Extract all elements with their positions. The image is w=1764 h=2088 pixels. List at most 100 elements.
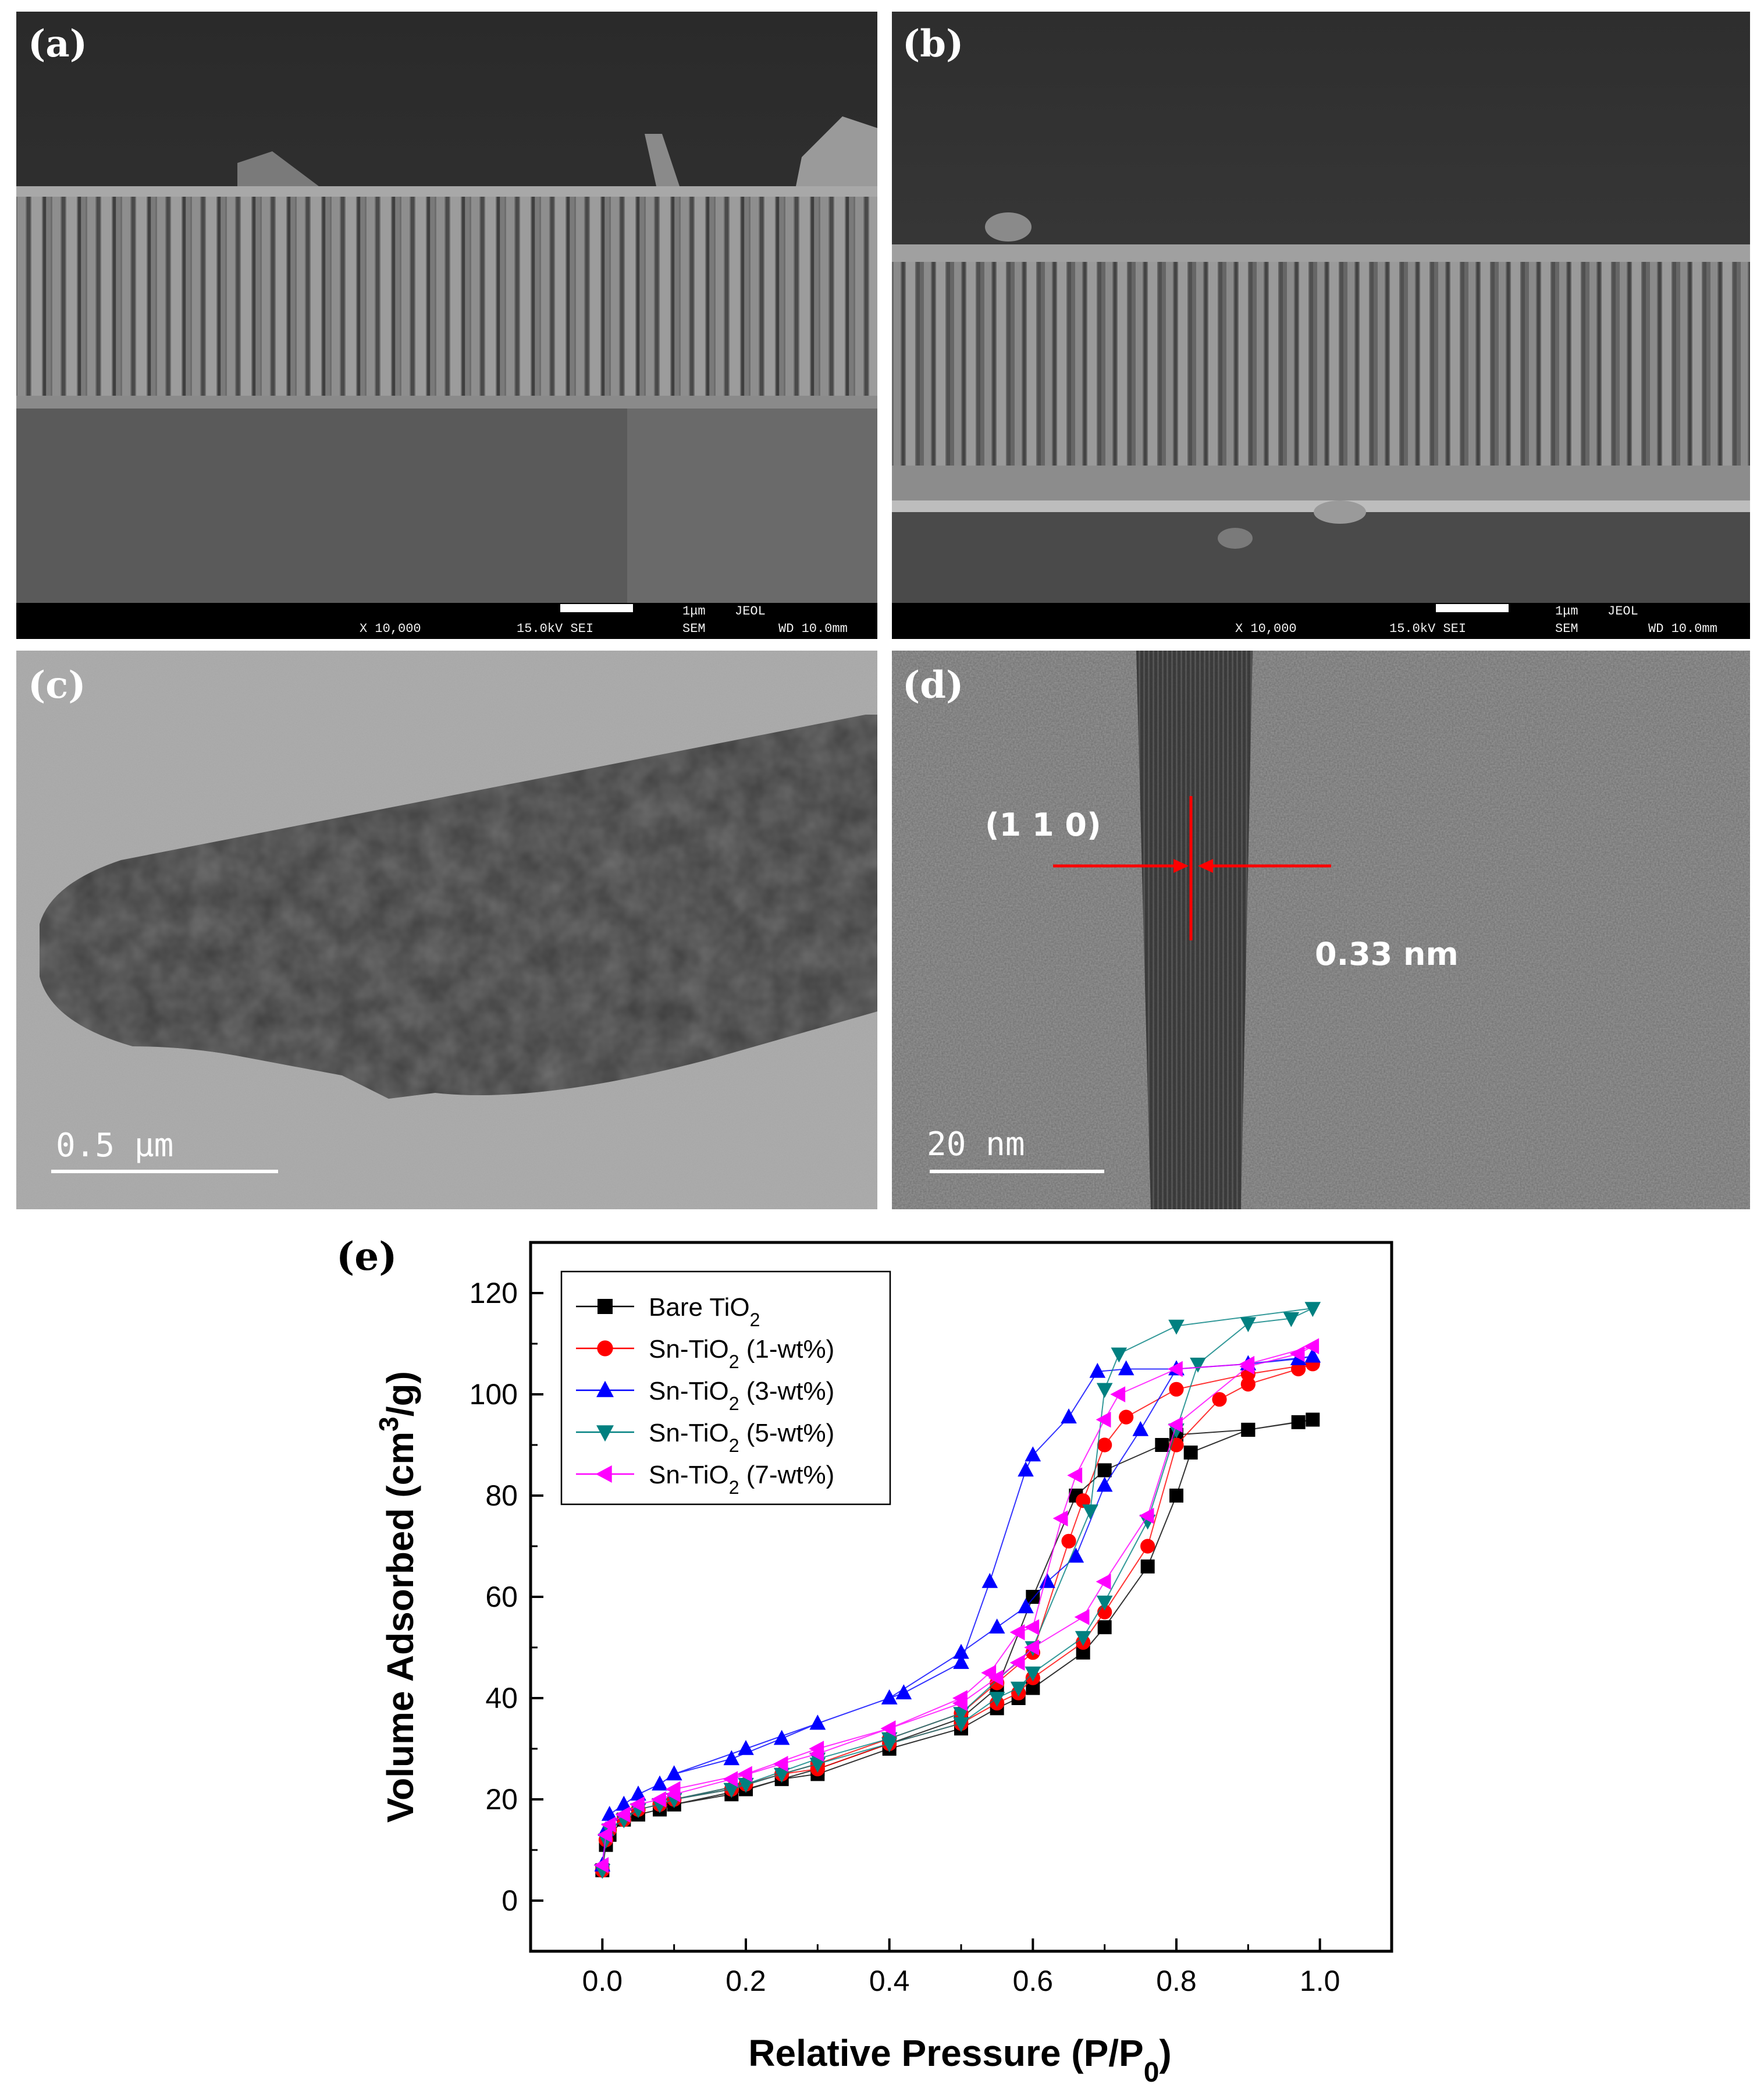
data-point-2-17 [1132, 1421, 1149, 1436]
data-point-2-4 [630, 1785, 646, 1801]
sem-image-a [16, 12, 877, 639]
data-point-0-22 [1306, 1412, 1320, 1427]
data-point-0-18 [1169, 1489, 1183, 1503]
data-point-4-18 [1168, 1416, 1183, 1433]
lattice-plane-label: (1 1 0) [985, 807, 1101, 843]
data-point-3-24 [1111, 1347, 1128, 1363]
data-point-0-26 [1097, 1463, 1112, 1478]
data-point-4-35 [665, 1781, 681, 1798]
legend-entry-3: Sn-TiO2 (5-wt%) [649, 1419, 834, 1456]
y-tick-label-1: 20 [485, 1783, 518, 1816]
scale-label-a: 1μm [682, 604, 706, 619]
data-point-2-14 [1039, 1572, 1055, 1588]
data-point-2-7 [723, 1750, 740, 1766]
data-point-3-19 [1190, 1358, 1206, 1373]
panel-a-label: (a) [28, 22, 88, 66]
data-point-2-15 [1068, 1547, 1084, 1563]
panel-c-label: (c) [28, 663, 86, 707]
scale-label-b: 1μm [1555, 604, 1578, 619]
sem-info-bar-a: 1μm JEOL X 10,000 15.0kV SEI SEM WD 10.0… [16, 603, 877, 639]
data-point-3-29 [881, 1732, 898, 1748]
data-point-1-19 [1212, 1392, 1227, 1407]
legend-marker-1 [597, 1340, 613, 1357]
data-point-3-11 [953, 1717, 969, 1732]
data-point-0-23 [1241, 1422, 1256, 1437]
x-tick-label-2: 0.4 [869, 1965, 910, 1997]
data-point-2-26 [1061, 1408, 1077, 1423]
data-point-2-32 [881, 1689, 898, 1705]
data-point-3-7 [723, 1782, 740, 1798]
brand-label-b: JEOL [1607, 604, 1638, 619]
panel-b-sem-image: (b) 1μm JEOL X 10,000 15.0kV SEI SEM WD … [892, 12, 1750, 639]
scale-label-d: 20 nm [927, 1125, 1025, 1163]
x-tick-label-5: 1.0 [1300, 1965, 1340, 1997]
data-point-4-5 [651, 1791, 666, 1808]
data-point-4-15 [1074, 1609, 1090, 1625]
lattice-spacing-marker [930, 796, 1331, 1173]
scale-bar-b [1436, 604, 1509, 612]
sem-info-bar-b: 1μm JEOL X 10,000 15.0kV SEI SEM WD 10.0… [892, 603, 1750, 639]
data-point-2-3 [616, 1795, 632, 1811]
x-axis-title: Relative Pressure (P/P0) [748, 2032, 1171, 2083]
legend-marker-2 [596, 1380, 614, 1397]
x-tick-label-0: 0.0 [582, 1965, 623, 1997]
data-point-3-14 [1025, 1666, 1041, 1682]
magnification-a: X 10,000 [360, 622, 421, 636]
data-point-3-8 [773, 1767, 790, 1783]
panel-d-hrtem-image: (d) (1 1 0) 0.33 nm 20 nm [892, 651, 1750, 1209]
data-point-2-24 [1118, 1360, 1134, 1376]
data-point-2-29 [981, 1572, 998, 1588]
data-point-4-25 [1096, 1411, 1111, 1428]
series-layer [593, 1302, 1321, 1879]
panel-d-label: (d) [902, 663, 964, 707]
data-point-2-5 [652, 1775, 668, 1791]
legend-marker-4 [595, 1465, 612, 1483]
data-point-2-11 [953, 1643, 969, 1659]
data-point-4-33 [809, 1741, 824, 1757]
mode-a: SEM [682, 622, 706, 636]
working-distance-b: WD 10.0mm [1648, 622, 1717, 636]
y-tick-label-0: 0 [502, 1884, 518, 1917]
data-point-4-34 [737, 1766, 752, 1782]
legend-entry-4: Sn-TiO2 (7-wt%) [649, 1461, 834, 1498]
x-tick-label-1: 0.2 [725, 1965, 766, 1997]
legend-marker-0 [598, 1299, 613, 1314]
brand-label-a: JEOL [735, 604, 766, 619]
data-point-4-16 [1096, 1574, 1111, 1590]
data-point-3-20 [1240, 1317, 1257, 1333]
data-point-3-23 [1168, 1319, 1185, 1335]
data-point-4-0 [593, 1857, 609, 1873]
data-point-4-22 [1239, 1356, 1255, 1372]
voltage-a: 15.0kV SEI [517, 622, 594, 636]
data-point-2-33 [809, 1714, 826, 1730]
data-point-4-7 [723, 1771, 738, 1787]
lattice-spacing-label: 0.33 nm [1315, 936, 1459, 972]
data-point-2-27 [1025, 1446, 1041, 1462]
legend-entry-0: Bare TiO2 [649, 1293, 760, 1330]
data-point-1-28 [1061, 1533, 1076, 1549]
data-point-2-8 [773, 1730, 790, 1745]
data-point-1-24 [1169, 1382, 1184, 1397]
data-point-2-21 [1304, 1347, 1321, 1363]
data-point-3-25 [1096, 1383, 1113, 1398]
data-point-0-19 [1183, 1446, 1198, 1460]
axis-ticks: 0.0 0.2 0.4 0.6 0.8 1.0 0 20 40 60 80 100 120 [470, 1277, 1340, 1997]
data-point-3-15 [1075, 1631, 1091, 1646]
data-point-1-21 [1291, 1361, 1306, 1377]
data-point-4-32 [880, 1720, 896, 1737]
x-tick-label-3: 0.6 [1013, 1965, 1054, 1997]
data-point-1-26 [1097, 1437, 1112, 1453]
y-tick-label-4: 80 [485, 1479, 518, 1512]
data-point-4-30 [981, 1664, 997, 1681]
data-point-3-26 [1082, 1504, 1098, 1520]
legend-marker-3 [596, 1425, 614, 1442]
legend: Bare TiO2 Sn-TiO2 (1-wt%) Sn-TiO2 (3-wt%) S… [560, 1270, 891, 1505]
y-tick-label-6: 120 [470, 1277, 518, 1309]
data-point-0-21 [1291, 1415, 1306, 1429]
data-point-1-17 [1140, 1539, 1155, 1554]
y-tick-label-2: 40 [485, 1682, 518, 1714]
data-point-4-4 [630, 1796, 645, 1813]
data-point-4-1 [597, 1827, 613, 1843]
panel-e-label: (e) [336, 1234, 397, 1279]
sem-image-b [892, 12, 1750, 639]
